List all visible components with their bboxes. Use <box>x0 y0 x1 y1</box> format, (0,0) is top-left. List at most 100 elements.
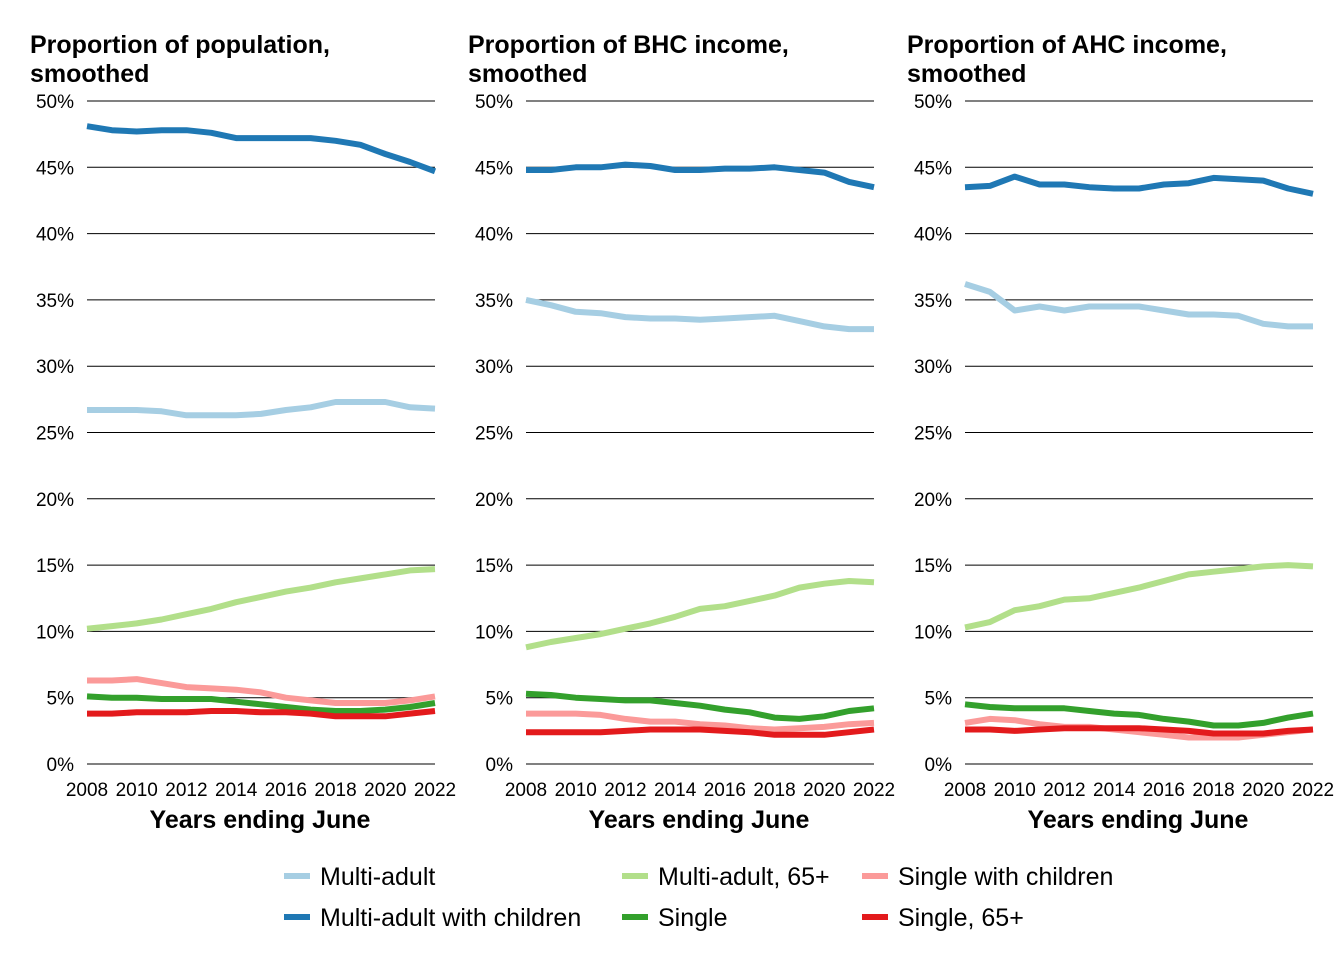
series-line-single <box>86 693 436 714</box>
series-line-single-65 <box>526 726 875 738</box>
y-tick-label: 50% <box>36 92 74 113</box>
legend-item-multi-adult-65: Multi-adult, 65+ <box>622 863 830 891</box>
x-tick-label: 2020 <box>803 780 845 801</box>
legend-label: Multi-adult, 65+ <box>658 863 830 891</box>
series-line-single <box>525 690 875 722</box>
y-tick-label: 15% <box>914 556 952 577</box>
y-tick-label: 30% <box>914 357 952 378</box>
x-tick-label: 2014 <box>215 780 258 801</box>
x-tick-label: 2012 <box>165 780 207 801</box>
y-tick-label: 25% <box>475 424 513 445</box>
y-tick-label: 35% <box>36 291 74 312</box>
legend-item-single: Single <box>622 904 728 932</box>
x-tick-label: 2014 <box>1093 780 1136 801</box>
y-tick-label: 5% <box>47 689 75 710</box>
panel-title-line: smoothed <box>30 60 149 88</box>
series-line-multi-adult <box>964 281 1313 330</box>
x-tick-label: 2008 <box>66 780 108 801</box>
legend-label: Single, 65+ <box>898 904 1024 932</box>
chart-panel-1: Proportion of population, smoothed 0% 5% 10%… <box>30 31 456 834</box>
chart-panels: Proportion of population, smoothed0%5%10%… <box>30 31 1334 834</box>
series-line-multi-adult-65 <box>525 578 875 651</box>
x-tick-label: 2014 <box>654 780 697 801</box>
x-tick-label: 2022 <box>853 780 895 801</box>
series-line-single-with-children <box>526 710 875 733</box>
panel-title-line: Proportion of AHC income, <box>907 31 1227 59</box>
series-line-multi-adult-with-children <box>86 123 437 175</box>
y-tick-label: 45% <box>36 158 74 179</box>
series-line-single-65 <box>965 725 1314 737</box>
chart-panel-2: Proportion of BHC income, smoothed 0% 5% 10%… <box>468 31 895 834</box>
y-tick-label: 50% <box>914 92 952 113</box>
x-tick-label: 2010 <box>116 780 158 801</box>
series-line-multi-adult-65 <box>86 566 436 632</box>
y-tick-label: 25% <box>36 424 74 445</box>
x-tick-label: 2016 <box>704 780 746 801</box>
legend-label: Single with children <box>898 863 1113 891</box>
x-tick-label: 2018 <box>314 780 356 801</box>
y-tick-label: 40% <box>475 225 513 246</box>
y-tick-label: 5% <box>925 689 953 710</box>
series-line-single <box>964 701 1314 729</box>
y-tick-label: 15% <box>475 556 513 577</box>
y-tick-label: 15% <box>36 556 74 577</box>
panel-title-line: smoothed <box>907 60 1026 88</box>
panel-title-line: Proportion of BHC income, <box>468 31 789 59</box>
y-tick-label: 0% <box>486 755 514 776</box>
panel-title: Proportion of AHC income, smoothed <box>907 31 1227 88</box>
x-tick-label: 2018 <box>753 780 795 801</box>
series-line-multi-adult <box>87 399 436 419</box>
legend-item-single-65: Single, 65+ <box>862 904 1024 932</box>
y-tick-label: 45% <box>475 158 513 179</box>
legend-label: Single <box>658 904 728 932</box>
y-tick-label: 40% <box>36 225 74 246</box>
x-tick-label: 2020 <box>364 780 406 801</box>
x-tick-label: 2020 <box>1242 780 1284 801</box>
y-tick-label: 20% <box>475 490 513 511</box>
x-tick-label: 2008 <box>944 780 986 801</box>
x-axis-title: Years ending June <box>589 806 810 834</box>
panel-title: Proportion of population, smoothed <box>30 31 330 88</box>
series-line-multi-adult-with-children <box>964 173 1314 197</box>
legend-item-multi-adult: Multi-adult <box>284 863 435 891</box>
x-tick-label: 2022 <box>1292 780 1334 801</box>
y-tick-label: 20% <box>914 490 952 511</box>
x-axis-title: Years ending June <box>150 806 371 834</box>
legend-item-single-with-children: Single with children <box>862 863 1113 891</box>
legend-item-multi-adult-with-children: Multi-adult with children <box>284 904 581 932</box>
y-tick-label: 45% <box>914 158 952 179</box>
y-tick-label: 30% <box>36 357 74 378</box>
legend-label: Multi-adult <box>320 863 435 891</box>
x-tick-label: 2016 <box>1143 780 1185 801</box>
y-tick-label: 5% <box>486 689 514 710</box>
y-tick-label: 10% <box>475 622 513 643</box>
series-line-multi-adult-with-children <box>526 161 875 191</box>
legend-label: Multi-adult with children <box>320 904 581 932</box>
y-tick-label: 10% <box>36 622 74 643</box>
x-tick-label: 2018 <box>1192 780 1234 801</box>
x-tick-label: 2010 <box>555 780 597 801</box>
y-tick-label: 35% <box>475 291 513 312</box>
legend: Multi-adult Multi-adult, 65+ Single with c… <box>284 863 1113 932</box>
series-line-multi-adult <box>525 296 874 333</box>
y-tick-label: 10% <box>914 622 952 643</box>
series-line-single-with-children <box>87 676 436 706</box>
x-tick-label: 2012 <box>604 780 646 801</box>
panel-title-line: smoothed <box>468 60 587 88</box>
panel-title-line: Proportion of population, <box>30 31 330 59</box>
x-axis-title: Years ending June <box>1028 806 1249 834</box>
x-tick-label: 2008 <box>505 780 547 801</box>
y-tick-label: 40% <box>914 225 952 246</box>
x-tick-label: 2016 <box>265 780 307 801</box>
y-tick-label: 35% <box>914 291 952 312</box>
series-line-multi-adult-65 <box>964 562 1314 631</box>
y-tick-label: 0% <box>925 755 953 776</box>
y-tick-label: 20% <box>36 490 74 511</box>
y-tick-label: 30% <box>475 357 513 378</box>
series-line-single-65 <box>87 708 436 720</box>
x-tick-label: 2010 <box>994 780 1036 801</box>
y-tick-label: 0% <box>47 755 75 776</box>
x-tick-label: 2012 <box>1043 780 1085 801</box>
chart-panel-3: Proportion of AHC income, smoothed 0% 5% 10%… <box>907 31 1334 834</box>
